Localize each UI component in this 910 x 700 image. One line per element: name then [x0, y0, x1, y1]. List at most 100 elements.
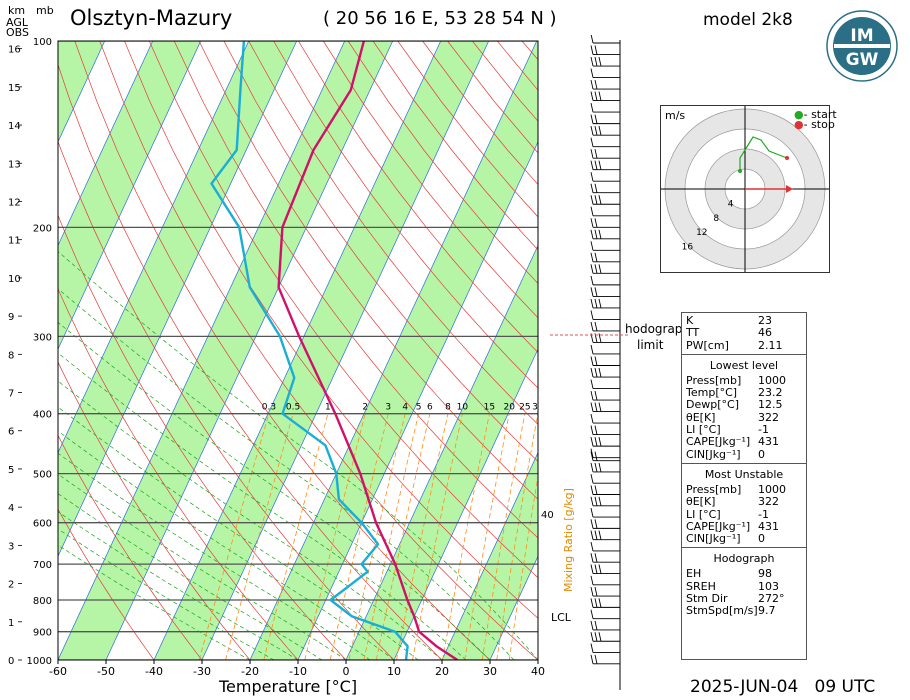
moist-adiabat: [58, 473, 347, 660]
hodograph-stop: [785, 156, 789, 160]
index-value: -1: [758, 507, 769, 521]
km-label: km: [8, 4, 26, 17]
mixing-ratio-tick: 2: [362, 403, 368, 413]
temperature-point: [359, 473, 361, 475]
dewpoint-point: [351, 615, 353, 617]
mixing-ratio-tick: 1: [325, 403, 331, 413]
index-row: CAPE[Jkg⁻¹] 431: [686, 435, 802, 449]
dewpoint-point: [377, 543, 379, 545]
height-tick-label: 12: [8, 198, 21, 209]
index-value: 1000: [758, 373, 786, 387]
index-value: 23.2: [758, 386, 783, 400]
index-row: StmSpd[m/s] 9.7: [686, 604, 802, 618]
moist-adiabat: [58, 251, 538, 660]
index-row: CIN[Jkg⁻¹] 0: [686, 532, 802, 546]
pressure-tick-label: 500: [33, 470, 52, 481]
dry-adiabat: [58, 361, 251, 660]
index-row: Stm Dir 272°: [686, 592, 802, 605]
pressure-tick-label: 600: [33, 519, 52, 530]
index-row: θE[K] 322: [686, 410, 802, 424]
temperature-point: [406, 599, 408, 601]
isotherm-band: [537, 659, 538, 660]
index-name: θE[K]: [686, 410, 716, 424]
height-tick-label: 0: [8, 656, 14, 667]
dewpoint-point: [324, 444, 326, 446]
height-tick-label: 2: [8, 580, 14, 591]
x-tick-label: 0: [343, 665, 350, 678]
x-tick-label: -60: [49, 665, 67, 678]
temperature-point: [281, 226, 283, 228]
index-value: 1000: [758, 482, 786, 496]
index-name: SREH: [686, 579, 716, 593]
index-name: LI [°C]: [686, 423, 721, 437]
dry-adiabat: [58, 63, 443, 660]
lowest-level-section: Lowest level Press[mb] 1000 Temp[°C] 23.2 De…: [682, 355, 806, 464]
dry-adiabat: [198, 41, 538, 500]
temperature-point: [278, 286, 280, 288]
mixing-ratio-tick: 0.3: [262, 403, 276, 413]
x-tick-label: 30: [483, 665, 497, 678]
imgw-logo: IM GW: [826, 10, 898, 82]
mixing-ratio-tick: 4: [402, 403, 408, 413]
x-tick-label: -20: [241, 665, 259, 678]
isotherm-band: [393, 348, 538, 660]
x-axis-title: Temperature [°C]: [219, 677, 358, 696]
height-tick-label: 5: [8, 465, 14, 476]
moist-adiabat: [58, 544, 251, 660]
wind-barb-column: [590, 35, 621, 690]
dry-adiabat: [323, 41, 538, 319]
dewpoint-point: [335, 473, 337, 475]
most-unstable-header: Most Unstable: [704, 467, 784, 481]
index-row: CIN[Jkg⁻¹] 0: [686, 447, 802, 461]
index-name: LI [°C]: [686, 507, 721, 521]
index-name: StmSpd[m/s]: [686, 604, 758, 618]
index-row: PW[cm] 2.11: [686, 338, 802, 352]
index-name: PW[cm]: [686, 338, 729, 352]
dewpoint-point: [239, 89, 241, 91]
dry-adiabat: [248, 41, 538, 425]
temperature-point: [375, 522, 377, 524]
dry-adiabat: [223, 41, 538, 462]
index-name: Press[mb]: [686, 373, 742, 387]
hodograph-limit-line: [550, 334, 630, 336]
legend-stop-text: - stop: [803, 118, 835, 131]
isotherm-band: [105, 41, 442, 660]
index-row: Temp[°C] 23.2: [686, 386, 802, 400]
height-tick-label: 14: [8, 121, 21, 132]
dewpoint-point: [361, 563, 363, 565]
x-tick-label: 10: [387, 665, 401, 678]
pressure-tick-label: 800: [33, 596, 52, 607]
skewt-chart: 0.3 0.5 1 2 3 4 5 6 8 10 15 20 25 30 35 10020030040050…: [8, 37, 545, 678]
mixing-ratio-tick: 25: [519, 403, 530, 413]
index-name: CIN[Jkg⁻¹]: [686, 447, 741, 461]
index-value: 322: [758, 410, 779, 424]
station-title: Olsztyn-Mazury: [70, 6, 233, 30]
mixing-ratio-title: Mixing Ratio [g/kg]: [562, 488, 575, 592]
index-value: 431: [758, 519, 779, 533]
index-value: 431: [758, 435, 779, 449]
dry-adiabat: [148, 41, 538, 579]
height-tick-label: 16: [8, 45, 21, 56]
dry-adiabat: [74, 41, 491, 660]
dewpoint-point: [407, 645, 409, 647]
hodograph-section: Hodograph EH 98 SREH 103 Stm Dir 272° StmSpd[m…: [682, 548, 806, 619]
lowest-level-header: Lowest level: [709, 358, 779, 372]
index-row: CAPE[Jkg⁻¹] 431: [686, 519, 802, 533]
hodograph-legend-stop: ●- stop: [794, 118, 835, 131]
dewpoint-point: [238, 226, 240, 228]
index-value: 0: [758, 532, 765, 546]
obs-label: OBS: [6, 26, 29, 39]
x-tick-label: -30: [193, 665, 211, 678]
index-row: Press[mb] 1000: [686, 482, 802, 496]
valid-date: 2025-JUN-04: [690, 677, 799, 697]
index-row: Dewp[°C] 12.5: [686, 399, 802, 412]
index-value: -1: [758, 423, 769, 437]
index-value: 0: [758, 447, 765, 461]
x-tick-label: -50: [97, 665, 115, 678]
dry-adiabat: [58, 508, 155, 660]
hodograph-ring-label: 8: [713, 214, 719, 224]
height-tick-label: 13: [8, 159, 21, 170]
dry-adiabat: [273, 41, 538, 389]
index-name: CAPE[Jkg⁻¹]: [686, 435, 751, 449]
